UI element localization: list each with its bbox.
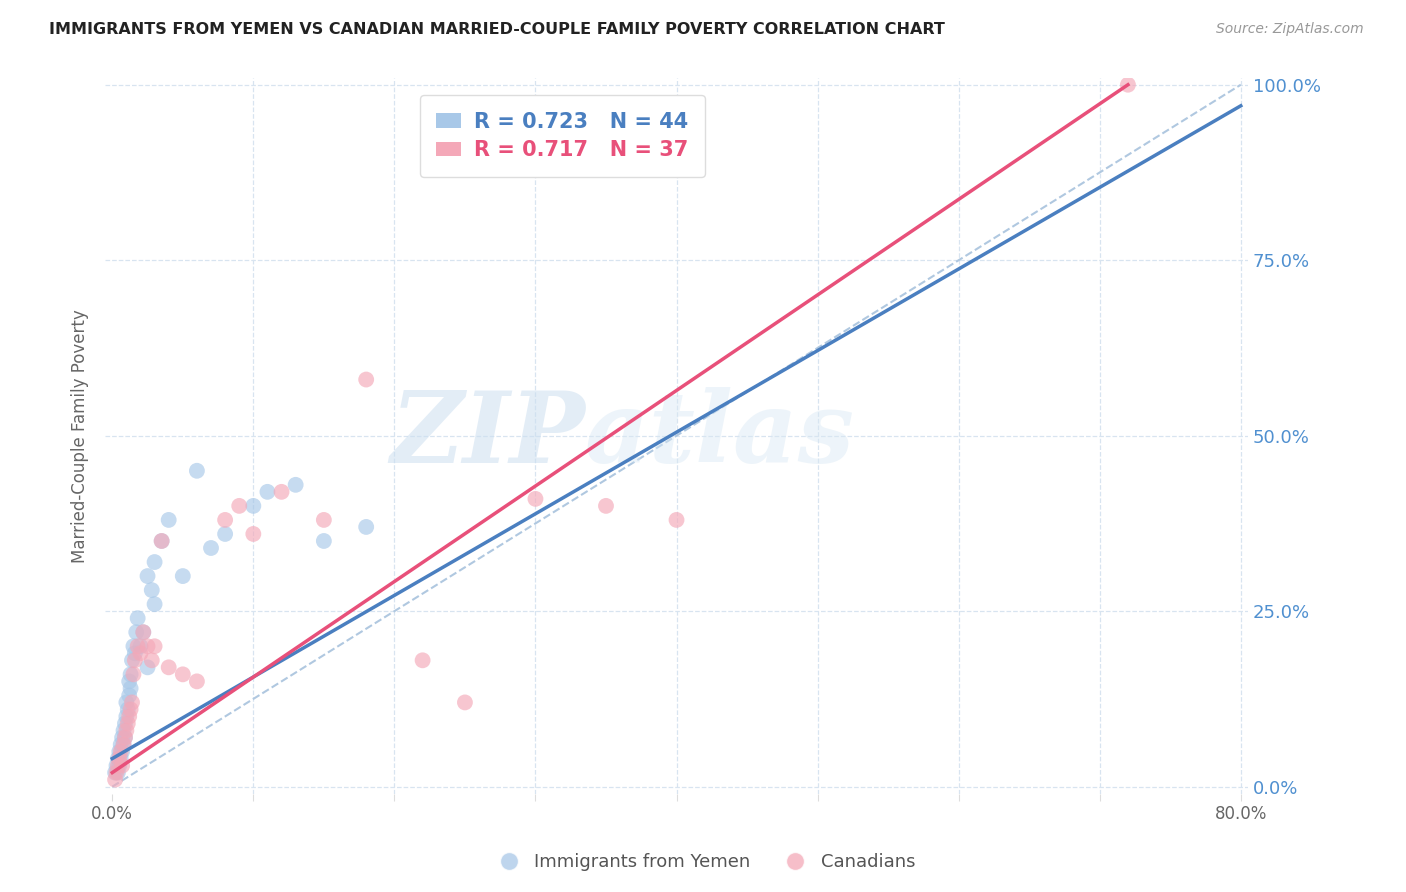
Point [124,646,146,660]
Point [112,738,135,752]
Point [136,569,159,583]
Text: Source: ZipAtlas.com: Source: ZipAtlas.com [1216,22,1364,37]
Point [111,758,134,772]
Point [132,625,155,640]
Point [104,772,127,787]
Point [112,723,135,738]
Point [157,513,180,527]
Point [120,702,142,716]
Point [127,640,149,654]
Point [105,765,128,780]
Point [121,695,143,709]
Point [114,716,136,731]
Point [108,745,131,759]
Point [141,653,163,667]
Point [115,709,138,723]
Point [242,499,264,513]
Point [115,695,138,709]
Text: ZIP: ZIP [389,387,585,484]
Point [117,702,139,716]
Point [665,513,688,527]
Point [115,723,138,738]
Point [143,597,166,611]
Point [120,667,142,681]
Point [214,513,236,527]
Point [454,695,477,709]
Point [150,533,173,548]
Point [107,765,129,780]
Point [132,625,155,640]
Point [110,751,132,765]
Point [122,667,145,681]
Point [118,689,141,703]
Point [1116,78,1139,92]
Point [136,640,159,654]
Point [121,653,143,667]
Point [108,751,131,765]
Point [214,527,236,541]
Legend: R = 0.723   N = 44, R = 0.717   N = 37: R = 0.723 N = 44, R = 0.717 N = 37 [420,95,704,177]
Point [108,758,131,772]
Point [157,660,180,674]
Point [143,555,166,569]
Point [129,646,152,660]
Point [200,541,222,555]
Point [186,464,208,478]
Point [412,653,434,667]
Point [524,491,547,506]
Point [186,674,208,689]
Point [111,745,134,759]
Point [107,758,129,772]
Point [150,533,173,548]
Point [312,513,335,527]
Point [143,640,166,654]
Point [114,731,136,745]
Point [122,640,145,654]
Point [118,709,141,723]
Y-axis label: Married-Couple Family Poverty: Married-Couple Family Poverty [72,309,89,563]
Point [127,611,149,625]
Point [124,653,146,667]
Point [104,765,127,780]
Point [312,533,335,548]
Legend: Immigrants from Yemen, Canadians: Immigrants from Yemen, Canadians [484,847,922,879]
Point [354,372,377,386]
Point [354,520,377,534]
Point [114,731,136,745]
Point [256,484,278,499]
Point [172,667,194,681]
Point [141,583,163,598]
Point [136,660,159,674]
Point [228,499,250,513]
Point [125,625,148,640]
Point [284,478,307,492]
Point [112,738,135,752]
Point [172,569,194,583]
Point [111,731,134,745]
Point [242,527,264,541]
Point [110,738,132,752]
Point [107,751,129,765]
Point [129,640,152,654]
Point [110,745,132,759]
Point [105,758,128,772]
Point [118,674,141,689]
Point [270,484,292,499]
Point [595,499,617,513]
Point [117,716,139,731]
Point [120,681,142,696]
Text: IMMIGRANTS FROM YEMEN VS CANADIAN MARRIED-COUPLE FAMILY POVERTY CORRELATION CHAR: IMMIGRANTS FROM YEMEN VS CANADIAN MARRIE… [49,22,945,37]
Text: atlas: atlas [585,387,855,484]
